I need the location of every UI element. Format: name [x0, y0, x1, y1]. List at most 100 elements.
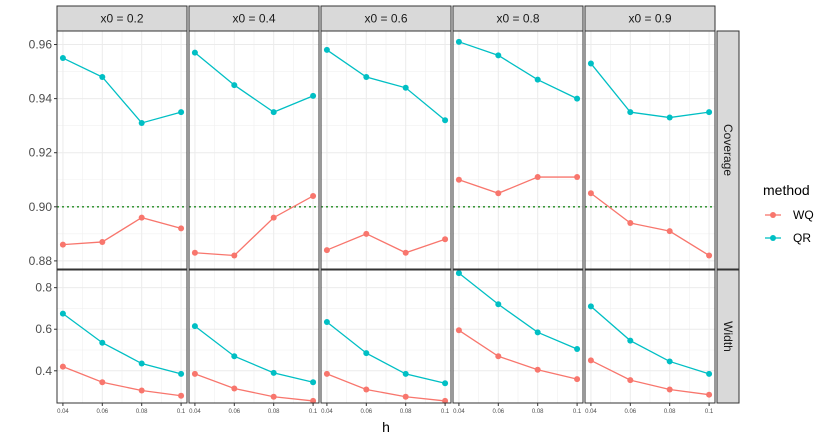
legend-title: method	[763, 182, 810, 198]
data-point-wq	[310, 397, 317, 404]
x-tick-label: 0.06	[624, 409, 636, 415]
series-line-wq	[326, 233, 446, 254]
series-line-wq	[458, 329, 578, 380]
data-point-qr	[666, 358, 673, 365]
data-point-qr	[587, 60, 594, 67]
data-point-qr	[627, 337, 634, 344]
series-line-wq	[194, 195, 314, 257]
x-tick-label: 0.06	[360, 409, 372, 415]
data-point-wq	[534, 366, 541, 373]
series-line-qr	[326, 321, 446, 384]
row-strip-label-1: Width	[721, 321, 735, 352]
data-point-wq	[99, 238, 106, 245]
series-line-wq	[458, 176, 578, 194]
data-point-qr	[59, 310, 66, 317]
y-tick-label: 0.90	[29, 200, 53, 214]
data-point-wq	[706, 391, 713, 398]
data-point-qr	[402, 84, 409, 91]
x-tick-label: 0.06	[492, 409, 504, 415]
data-point-wq	[402, 393, 409, 400]
data-point-qr	[99, 73, 106, 80]
data-point-wq	[231, 385, 238, 392]
series-line-wq	[590, 192, 710, 257]
data-point-wq	[495, 353, 502, 360]
data-point-wq	[666, 386, 673, 393]
series-line-qr	[590, 305, 710, 375]
x-tick-label: 0.1	[309, 409, 318, 415]
data-point-wq	[574, 174, 581, 181]
data-point-wq	[442, 236, 449, 243]
data-point-wq	[231, 252, 238, 259]
row-strip-1	[716, 269, 740, 404]
series-line-qr	[62, 57, 182, 124]
data-point-qr	[706, 370, 713, 377]
data-point-wq	[138, 387, 145, 394]
y-tick-label: 0.8	[35, 281, 52, 295]
x-tick-label: 0.1	[441, 409, 450, 415]
facet-strip-label-4: x0 = 0.9	[628, 12, 671, 26]
data-point-wq	[402, 249, 409, 256]
data-point-qr	[323, 46, 330, 53]
series-line-wq	[62, 216, 182, 246]
panel-border	[56, 30, 188, 270]
facet-strip-1	[188, 5, 320, 32]
series-line-qr	[590, 63, 710, 119]
x-tick-label: 0.06	[96, 409, 108, 415]
panel-border	[452, 30, 584, 270]
data-point-wq	[587, 357, 594, 364]
data-point-qr	[138, 360, 145, 367]
legend-key-point-qr	[770, 235, 776, 241]
x-tick-label: 0.08	[400, 409, 412, 415]
data-point-qr	[574, 95, 581, 102]
x-tick-label: 0.1	[177, 409, 186, 415]
x-tick-label: 0.08	[136, 409, 148, 415]
data-point-wq	[138, 214, 145, 221]
data-point-wq	[191, 370, 198, 377]
x-tick-label: 0.04	[453, 409, 465, 415]
row-strip-label-0: Coverage	[721, 124, 735, 176]
series-line-wq	[62, 366, 182, 397]
data-point-qr	[402, 370, 409, 377]
data-point-wq	[323, 247, 330, 254]
facet-strip-label-1: x0 = 0.4	[232, 12, 275, 26]
data-point-qr	[231, 82, 238, 89]
data-point-wq	[178, 392, 185, 399]
x-tick-label: 0.1	[705, 409, 714, 415]
series-line-qr	[62, 313, 182, 375]
data-point-qr	[310, 379, 317, 386]
panel-border	[188, 269, 320, 404]
data-point-qr	[178, 370, 185, 377]
facet-strip-label-2: x0 = 0.6	[364, 12, 407, 26]
legend-key-point-wq	[770, 212, 776, 218]
data-point-wq	[627, 377, 634, 384]
x-tick-label: 0.04	[189, 409, 201, 415]
data-point-qr	[231, 353, 238, 360]
data-point-qr	[455, 270, 462, 277]
facet-strip-label-0: x0 = 0.2	[100, 12, 143, 26]
x-axis-title: h	[382, 419, 390, 435]
data-point-wq	[455, 176, 462, 183]
x-tick-label: 0.08	[664, 409, 676, 415]
data-point-wq	[627, 220, 634, 227]
panel-border	[584, 269, 716, 404]
data-point-wq	[706, 252, 713, 259]
legend-label-wq: WQ	[793, 208, 814, 222]
data-point-wq	[574, 376, 581, 383]
data-point-wq	[534, 174, 541, 181]
data-point-qr	[495, 52, 502, 59]
data-point-wq	[191, 249, 198, 256]
data-point-wq	[323, 370, 330, 377]
data-point-wq	[363, 386, 370, 393]
y-tick-label: 0.96	[29, 38, 53, 52]
x-tick-label: 0.04	[585, 409, 597, 415]
data-point-qr	[178, 109, 185, 116]
data-point-qr	[706, 109, 713, 116]
data-point-qr	[191, 323, 198, 330]
legend-label-qr: QR	[793, 231, 811, 245]
data-point-wq	[455, 327, 462, 334]
x-tick-label: 0.08	[532, 409, 544, 415]
panel-border	[452, 269, 584, 404]
data-point-qr	[442, 117, 449, 124]
panel-border	[56, 269, 188, 404]
